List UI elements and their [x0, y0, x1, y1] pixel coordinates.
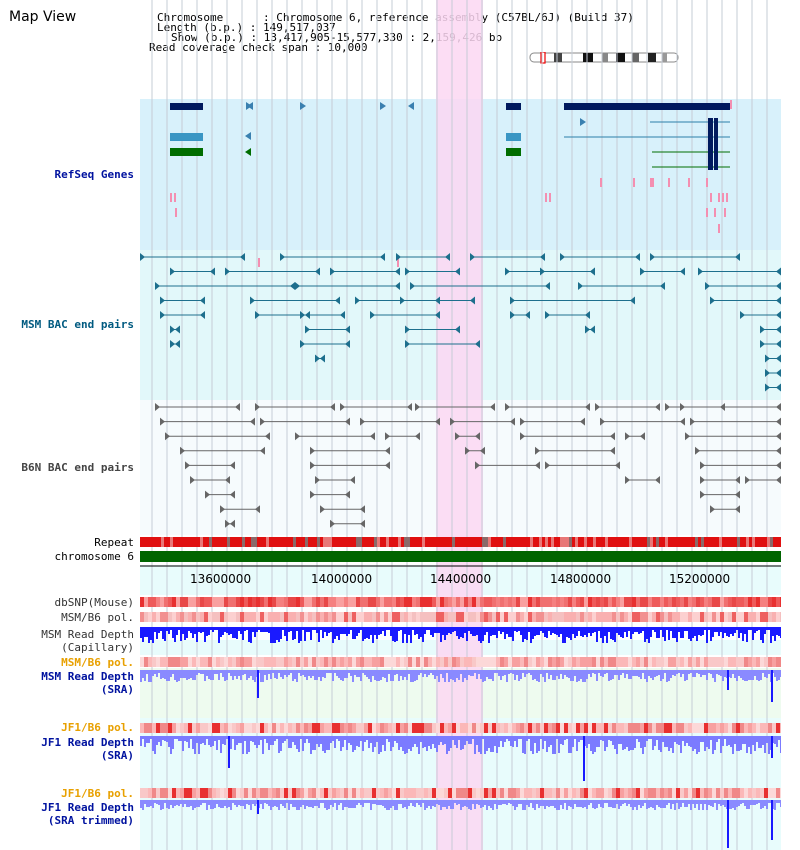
- track-label-jf1-read-sra-sub: (SRA): [100, 749, 134, 762]
- track-label-chromosome: chromosome 6: [54, 550, 134, 563]
- highlight-region: [436, 0, 483, 850]
- dbsnp-heat: [140, 597, 781, 607]
- axis-tick: 14000000: [311, 572, 373, 586]
- map-panel[interactable]: [140, 0, 781, 850]
- jf1-read-depth-sra: [140, 736, 781, 781]
- track-label-jf1-b6-pol-2[interactable]: JF1/B6 pol.: [61, 787, 134, 800]
- refseq-genes: [170, 102, 730, 170]
- track-label-msm-read-cap-sub: (Capillary): [61, 641, 134, 654]
- repeat-track: [140, 537, 781, 547]
- msm-b6-pol-heat-2: [140, 657, 781, 667]
- track-label-refseq[interactable]: RefSeq Genes: [54, 168, 134, 181]
- chromosome-ideogram[interactable]: [528, 52, 682, 64]
- msm-read-depth-sra: [140, 670, 781, 702]
- jf1-read-depth-trimmed: [140, 800, 781, 848]
- track-label-jf1-read-trim[interactable]: JF1 Read Depth: [41, 801, 134, 814]
- page-title: Map View: [9, 9, 77, 25]
- jf1-b6-pol-heat-2: [140, 788, 781, 798]
- axis-tick: 15200000: [669, 572, 731, 586]
- track-label-msm-read-sra-sub: (SRA): [100, 683, 134, 696]
- axis-tick: 14400000: [430, 572, 492, 586]
- chromosome-bar: [140, 551, 781, 562]
- msm-read-depth-capillary: [140, 627, 781, 643]
- axis-tick: 13600000: [190, 572, 252, 586]
- track-label-repeat[interactable]: Repeat: [94, 536, 134, 549]
- header-coverage-span: Read coverage check span : 10,000: [149, 41, 368, 54]
- track-label-msm-b6-pol[interactable]: MSM/B6 pol.: [61, 611, 134, 624]
- track-label-dbsnp[interactable]: dbSNP(Mouse): [54, 596, 134, 609]
- track-label-msm-b6-pol-2[interactable]: MSM/B6 pol.: [61, 656, 134, 669]
- track-label-jf1-b6-pol[interactable]: JF1/B6 pol.: [61, 721, 134, 734]
- axis-tick: 14800000: [550, 572, 612, 586]
- track-label-msm-read-cap[interactable]: MSM Read Depth: [41, 628, 134, 641]
- track-label-msm-read-sra[interactable]: MSM Read Depth: [41, 670, 134, 683]
- track-label-jf1-read-sra[interactable]: JF1 Read Depth: [41, 736, 134, 749]
- header-length: Length (b.p.) : 149,517,037: [157, 21, 336, 34]
- track-label-msm-bac[interactable]: MSM BAC end pairs: [21, 318, 134, 331]
- jf1-b6-pol-heat: [140, 723, 781, 733]
- msm-b6-pol-heat: [140, 612, 781, 622]
- track-label-b6n-bac[interactable]: B6N BAC end pairs: [21, 461, 134, 474]
- track-label-jf1-read-trim-sub: (SRA trimmed): [47, 814, 134, 827]
